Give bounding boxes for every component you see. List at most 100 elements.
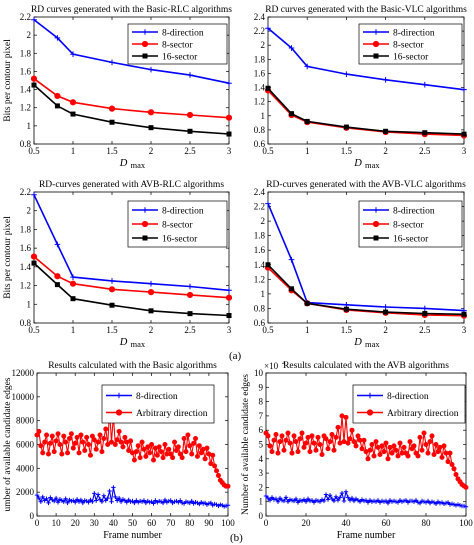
data-point: [226, 287, 232, 294]
data-point: [305, 496, 311, 502]
data-point: [383, 309, 389, 315]
data-point: [175, 444, 181, 450]
data-point: [393, 499, 399, 504]
data-point: [183, 449, 189, 455]
data-point: [226, 313, 232, 319]
data-point: [335, 498, 341, 503]
data-point: [391, 498, 397, 504]
data-point: [31, 16, 37, 23]
data-point: [283, 437, 289, 443]
data-point: [389, 450, 395, 456]
data-point: [116, 428, 122, 434]
data-point: [42, 439, 48, 445]
data-point: [453, 472, 459, 478]
y-axis-label: Number of available candidate edges: [240, 374, 251, 515]
data-point: [225, 483, 231, 489]
y-tick-label: 10: [254, 368, 264, 378]
data-point: [351, 498, 357, 504]
data-point: [265, 495, 271, 501]
data-point: [187, 128, 193, 134]
y-tick-label: 2.2: [20, 12, 31, 22]
data-point: [122, 434, 128, 440]
data-point: [108, 439, 114, 445]
data-point: [51, 498, 57, 504]
data-point: [142, 53, 148, 59]
data-point: [422, 130, 428, 136]
data-point: [422, 305, 428, 312]
data-point: [189, 498, 194, 504]
data-point: [126, 447, 132, 453]
x-tick-label: 2: [383, 146, 388, 156]
y-tick-label: 1.6: [254, 68, 266, 78]
data-point: [289, 111, 295, 117]
data-point: [343, 124, 349, 130]
data-point: [379, 498, 385, 504]
data-point: [325, 446, 331, 452]
y-tick-label: 0.8: [20, 139, 32, 149]
data-point: [148, 66, 154, 73]
data-point: [285, 430, 291, 436]
data-point: [382, 304, 389, 310]
y-tick-label: 10000: [12, 392, 35, 402]
data-point: [385, 500, 391, 506]
data-point: [451, 466, 457, 472]
data-point: [78, 497, 84, 503]
data-point: [423, 441, 429, 447]
y-tick-label: 0.8: [20, 318, 32, 328]
data-point: [45, 451, 51, 457]
data-point: [289, 498, 295, 503]
data-point: [118, 499, 124, 504]
data-point: [92, 491, 97, 496]
data-point: [142, 207, 148, 213]
data-point: [109, 302, 115, 308]
x-tick-label: 0.5: [28, 325, 40, 335]
data-point: [331, 498, 337, 504]
data-point: [391, 443, 397, 449]
x-tick-label: 40: [109, 518, 119, 528]
data-point: [31, 82, 37, 88]
x-axis-label-subscript: max: [131, 339, 146, 349]
x-axis-label: Frame number: [103, 530, 162, 541]
data-point: [70, 51, 76, 57]
y-tick-label: 2: [261, 216, 266, 226]
data-point: [54, 92, 61, 100]
data-point: [69, 99, 77, 106]
data-point: [208, 461, 214, 467]
data-point: [372, 40, 380, 48]
x-axis-label-subscript: max: [365, 160, 380, 170]
data-point: [263, 493, 269, 499]
data-point: [439, 454, 445, 460]
data-point: [291, 498, 297, 504]
y-tick-label: 1.4: [20, 262, 32, 272]
data-point: [40, 494, 45, 500]
data-point: [429, 433, 435, 439]
data-point: [463, 504, 469, 509]
data-point: [31, 192, 37, 198]
data-point: [151, 457, 157, 463]
data-point: [78, 432, 84, 438]
x-tick-label: 20: [71, 518, 81, 528]
y-tick-label: 6000: [16, 440, 35, 450]
data-point: [303, 440, 309, 446]
x-tick-label: 3: [462, 146, 467, 156]
data-point: [461, 86, 467, 93]
data-point: [317, 441, 323, 447]
data-point: [347, 498, 353, 503]
x-tick-label: 1: [305, 146, 310, 156]
data-point: [417, 500, 423, 506]
data-point: [116, 392, 122, 399]
y-axis-label: Bits per contour pixel: [3, 216, 13, 299]
data-point: [226, 80, 232, 87]
chart-2: RD curves generated with the Basic-VLC a…: [254, 5, 468, 170]
data-point: [345, 440, 351, 446]
x-tick-label: 10: [52, 518, 62, 528]
data-point: [315, 498, 321, 504]
y-tick-label: 6: [259, 425, 264, 435]
data-point: [372, 220, 380, 228]
data-point: [355, 433, 361, 439]
data-point: [148, 308, 154, 314]
y-tick-label: 4000: [16, 463, 35, 473]
y-tick-label: 2: [259, 482, 264, 492]
x-tick-label: 2.5: [184, 325, 196, 335]
y-tick-label: 2.4: [254, 187, 266, 197]
